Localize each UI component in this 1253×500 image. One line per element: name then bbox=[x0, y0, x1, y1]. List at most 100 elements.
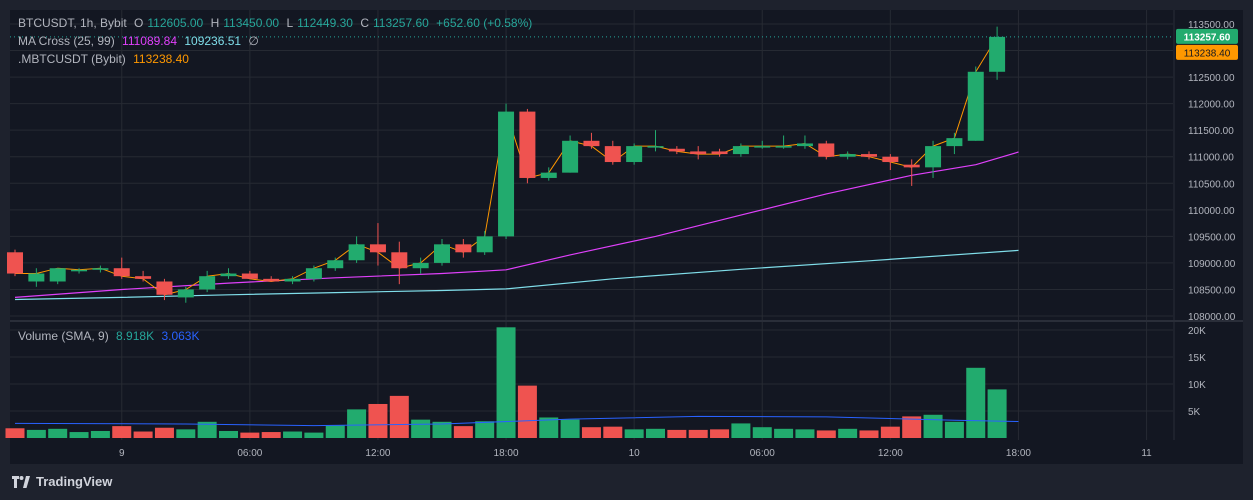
candle-body bbox=[241, 273, 258, 279]
candle-body bbox=[284, 278, 301, 282]
mbt-value: 113238.40 bbox=[133, 52, 189, 66]
volume-tick-label: 10K bbox=[1188, 380, 1206, 391]
volume-tick-label: 20K bbox=[1188, 326, 1206, 337]
volume-bar bbox=[411, 419, 431, 438]
volume-bar bbox=[795, 429, 815, 438]
volume-bar bbox=[453, 426, 473, 438]
volume-tick-label: 5K bbox=[1188, 407, 1201, 418]
grid bbox=[10, 10, 1243, 440]
last-price-tag-label: 113257.60 bbox=[1184, 32, 1231, 43]
candle-body bbox=[989, 36, 1006, 72]
symbol-label[interactable]: BTCUSDT, 1h, Bybit bbox=[18, 16, 127, 30]
volume-tick-label: 15K bbox=[1188, 353, 1206, 364]
volume-bar bbox=[432, 421, 452, 438]
candle-body bbox=[263, 278, 280, 282]
time-tick-label: 10 bbox=[629, 448, 641, 459]
volume-bar bbox=[774, 428, 794, 438]
volume-bar bbox=[944, 421, 964, 438]
candle-body bbox=[583, 140, 600, 147]
ma-legend[interactable]: MA Cross (25, 99) 111089.84 109236.51 ∅ bbox=[18, 34, 263, 48]
last-price-tag bbox=[1176, 28, 1238, 44]
volume-bar bbox=[26, 429, 46, 438]
candle-body bbox=[434, 244, 450, 263]
time-tick-label: 18:00 bbox=[494, 448, 519, 459]
price-tick-label: 111000.00 bbox=[1188, 153, 1234, 164]
candle-body bbox=[690, 151, 707, 155]
high-value: 113450.00 bbox=[223, 16, 280, 30]
candle-body bbox=[369, 244, 386, 253]
time-tick-label: 12:00 bbox=[365, 448, 390, 459]
candle-body bbox=[391, 252, 408, 269]
volume-bar bbox=[197, 421, 217, 438]
candle-body bbox=[626, 146, 643, 163]
ma-label: MA Cross (25, 99) bbox=[18, 34, 115, 48]
candle-body bbox=[49, 268, 66, 282]
symbol-legend: BTCUSDT, 1h, Bybit O 112605.00 H 113450.00… bbox=[18, 16, 536, 30]
volume-bar bbox=[90, 430, 110, 438]
candle-body bbox=[348, 244, 365, 261]
volume-bar bbox=[688, 429, 708, 438]
ma99-line bbox=[14, 249, 1019, 301]
tradingview-brand[interactable]: TradingView bbox=[12, 474, 112, 489]
price-tick-label: 113500.00 bbox=[1188, 20, 1235, 31]
time-tick-label: 12:00 bbox=[878, 448, 903, 459]
volume-bar bbox=[710, 429, 730, 438]
candle-body bbox=[220, 273, 237, 277]
volume-bar bbox=[859, 430, 879, 438]
price-tick-label: 112500.00 bbox=[1188, 73, 1235, 84]
volume-legend[interactable]: Volume (SMA, 9) 8.918K 3.063K bbox=[18, 329, 203, 343]
volume-bar bbox=[560, 419, 580, 438]
mbt-price-tag-label: 113238.40 bbox=[1184, 48, 1231, 59]
time-axis: 9 06:00 12:00 18:00 10 06:00 12:00 18:00 11 bbox=[119, 448, 1152, 459]
volume-sma-value: 3.063K bbox=[161, 329, 200, 343]
candle-body bbox=[177, 289, 194, 298]
change-value: +652.60 (+0.58%) bbox=[436, 16, 533, 30]
candle-body bbox=[925, 146, 942, 168]
volume-bar bbox=[517, 385, 537, 438]
volume-bar bbox=[752, 427, 772, 438]
volume-bar bbox=[816, 430, 836, 438]
volume-bar bbox=[5, 428, 25, 438]
volume-bar bbox=[240, 432, 260, 438]
candle-body bbox=[92, 268, 109, 270]
volume-bar bbox=[261, 432, 281, 438]
candle-body bbox=[796, 143, 813, 147]
candle-body bbox=[818, 143, 835, 157]
candle-body bbox=[71, 269, 88, 272]
volume-bar bbox=[902, 416, 922, 438]
price-tick-label: 108000.00 bbox=[1188, 312, 1236, 323]
time-tick-label: 11 bbox=[1141, 448, 1152, 459]
volume-bar bbox=[987, 389, 1007, 438]
candle-body bbox=[946, 138, 963, 147]
candle-body bbox=[882, 156, 899, 163]
price-tick-label: 109500.00 bbox=[1188, 232, 1236, 243]
candle-body bbox=[775, 146, 792, 148]
high-label: H bbox=[210, 16, 220, 30]
open-value: 112605.00 bbox=[147, 16, 204, 30]
candle-body bbox=[327, 260, 344, 269]
volume-value: 8.918K bbox=[116, 329, 155, 343]
hide-indicator-icon[interactable]: ∅ bbox=[248, 34, 259, 48]
price-tick-label: 111500.00 bbox=[1188, 126, 1234, 137]
volume-bar bbox=[133, 431, 153, 438]
low-label: L bbox=[286, 16, 294, 30]
mbt-legend[interactable]: .MBTCUSDT (Bybit) 113238.40 bbox=[18, 52, 193, 66]
volume-bar bbox=[219, 430, 238, 438]
volume-bar bbox=[731, 423, 751, 438]
time-tick-label: 06:00 bbox=[750, 448, 775, 459]
candle-body bbox=[711, 151, 728, 155]
candle-body bbox=[604, 146, 621, 163]
close-label: C bbox=[360, 16, 369, 30]
volume-bar bbox=[475, 421, 495, 438]
mbt-price-tag bbox=[1176, 44, 1238, 60]
candle-body bbox=[305, 268, 322, 279]
candle-body bbox=[839, 154, 856, 157]
candle-body bbox=[732, 146, 749, 155]
candle-body bbox=[668, 148, 685, 152]
volume-bar bbox=[69, 432, 89, 438]
volume-bar bbox=[603, 426, 623, 438]
volume-bar bbox=[539, 417, 559, 438]
volume-sma-line bbox=[14, 415, 1019, 427]
candle-body bbox=[476, 236, 493, 253]
